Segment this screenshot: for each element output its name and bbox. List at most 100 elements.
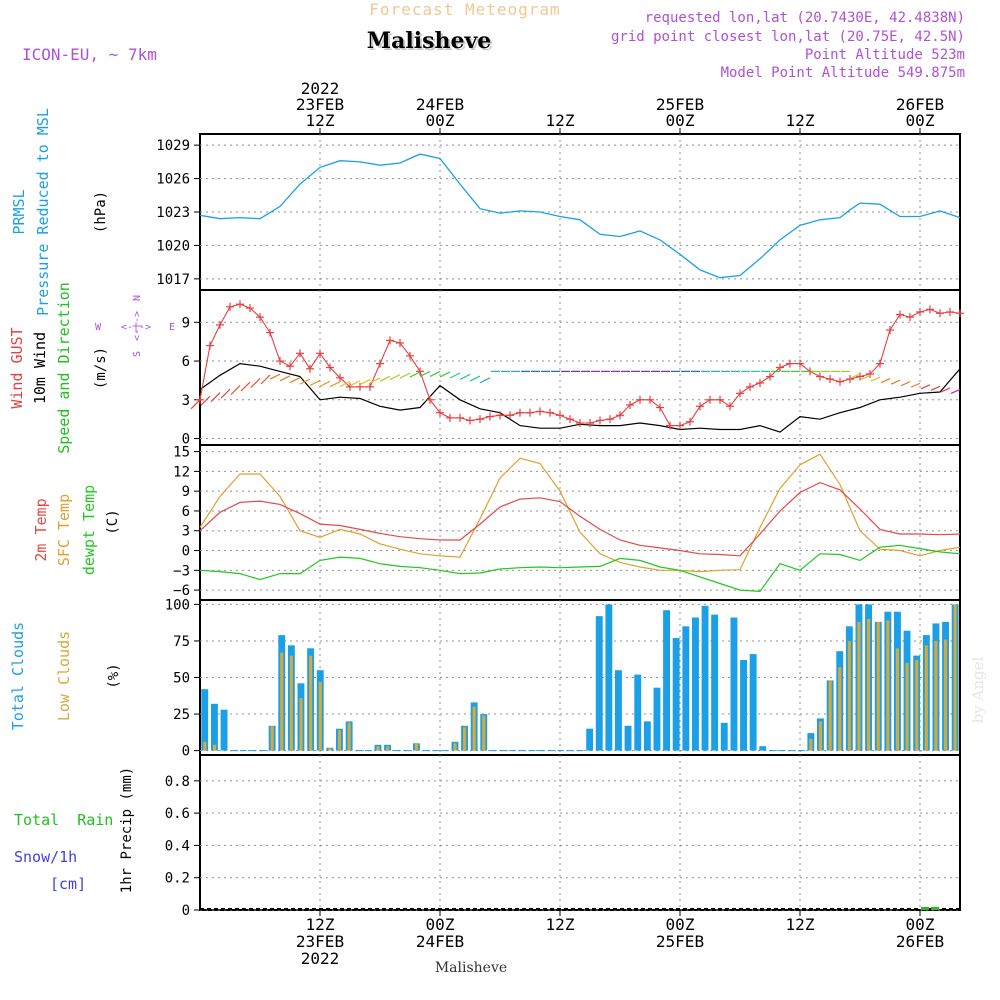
snow-unit-label: [cm] [50, 875, 86, 893]
wind-direction-arrow [230, 385, 241, 396]
low-cloud-bar [857, 621, 861, 751]
y-tick-label: 0.2 [165, 871, 190, 887]
wind-direction-arrow [479, 377, 491, 384]
y-tick-label: 9 [182, 315, 190, 331]
low-cloud-bar [270, 725, 274, 751]
model-point-altitude: Model Point Altitude 549.875m [721, 65, 965, 81]
top-tick-label: 26FEB [896, 95, 944, 114]
low-cloud-bar [299, 698, 303, 751]
total-cloud-bar [692, 617, 699, 751]
gust-marker [416, 367, 424, 376]
total-cloud-bar [643, 721, 651, 751]
wind-direction-arrow [449, 372, 461, 379]
wind-unit: (m/s) [93, 347, 109, 389]
gust-marker [566, 415, 574, 424]
watermark: by Angel [969, 656, 987, 723]
gust-marker [776, 363, 784, 372]
wind-speed-dir-label: Speed and Direction [55, 282, 73, 454]
bottom-tick-label: 12Z [546, 915, 575, 934]
gust-marker [606, 415, 614, 424]
total-cloud-bar [653, 687, 661, 751]
gust-marker [896, 310, 904, 319]
low-cloud-bar [876, 621, 880, 751]
wind-direction-arrow [930, 385, 941, 391]
top-tick-label: 12Z [786, 111, 815, 130]
model-label: ICON-EU, ~ 7km [22, 45, 157, 64]
wind-direction-arrow [459, 373, 471, 380]
temp-dewpt-label: dewpt Temp [80, 485, 98, 575]
y-tick-label: 0 [182, 544, 190, 560]
sfc-temp-line [199, 453, 961, 573]
gust-marker [556, 411, 564, 420]
bottom-tick-label: 00Z [906, 915, 935, 934]
total-cloud-bar [730, 617, 738, 751]
gust-marker [346, 382, 354, 391]
wind-direction-arrow [910, 382, 921, 388]
low-cloud-bar [309, 655, 313, 751]
bottom-tick-label: 00Z [426, 915, 455, 934]
gust-marker [676, 421, 684, 430]
total-cloud-bar [634, 674, 642, 751]
low-cloud-bar [886, 620, 890, 751]
y-tick-label: 1020 [156, 238, 190, 254]
temp-sfc-label: SFC Temp [55, 494, 73, 566]
location-title-shadow: Malisheve [369, 30, 493, 56]
total-clouds-label: Total Clouds [9, 622, 27, 730]
gust-marker [236, 300, 244, 309]
wind-direction-arrow [309, 379, 321, 386]
snow-label: Snow/1h [14, 848, 77, 866]
y-tick-label: 0.4 [165, 838, 190, 854]
bottom-tick-label: 24FEB [416, 932, 464, 951]
gust-marker [286, 362, 294, 371]
dewpt-temp-line [199, 544, 961, 593]
temp-2m-label: 2m Temp [32, 498, 50, 561]
temp-2m-line [199, 481, 961, 557]
wind-direction-arrow [339, 380, 351, 388]
y-tick-label: 6 [182, 354, 190, 370]
y-tick-label: 1023 [156, 205, 190, 221]
footer-location: Malisheve [435, 960, 507, 976]
total-cloud-bar [624, 725, 632, 751]
wind-direction-arrow [389, 374, 401, 381]
gust-marker [446, 413, 454, 422]
gust-marker [276, 357, 284, 366]
low-cloud-bar [895, 648, 899, 751]
top-tick-label: 25FEB [656, 95, 704, 114]
gust-marker [206, 341, 214, 350]
wind-labels: Wind GUST 10m Wind Speed and Direction (… [8, 282, 175, 454]
low-cloud-bar [347, 722, 351, 751]
wind-direction-arrow [359, 378, 371, 386]
low-cloud-bar [828, 680, 832, 751]
rain-bar [931, 907, 939, 910]
gust-marker [576, 419, 584, 428]
wind-direction-arrow [950, 388, 961, 395]
low-cloud-bar [414, 743, 418, 751]
wind-direction-arrow [299, 378, 311, 385]
total-cloud-bar [749, 654, 757, 751]
bottom-tick-label: 25FEB [656, 932, 704, 951]
top-tick-label: 00Z [666, 111, 695, 130]
gust-marker [456, 413, 464, 422]
low-cloud-bar [482, 715, 486, 751]
y-tick-label: 12 [173, 464, 190, 480]
low-cloud-bar [280, 652, 284, 751]
low-cloud-bar [953, 604, 957, 751]
wind-direction-arrow [429, 370, 441, 377]
wind-direction-arrow [379, 375, 391, 382]
wind-direction-arrow [409, 371, 421, 378]
gust-marker [586, 419, 594, 428]
total-cloud-bar [711, 614, 719, 751]
forecast-meteogram-title: Forecast Meteogram [369, 0, 560, 19]
bottom-tick-label: 12Z [306, 915, 335, 934]
bottom-tick-label: 26FEB [896, 932, 944, 951]
y-tick-label: 3 [182, 393, 190, 409]
wind-direction-arrow [190, 399, 201, 410]
gust-marker [906, 313, 914, 322]
total-cloud-bar [211, 703, 218, 751]
bottom-tick-label: 23FEB [296, 932, 344, 951]
low-cloud-bar [463, 727, 467, 751]
prmsl-desc-label: Pressure Reduced to MSL [34, 108, 52, 316]
